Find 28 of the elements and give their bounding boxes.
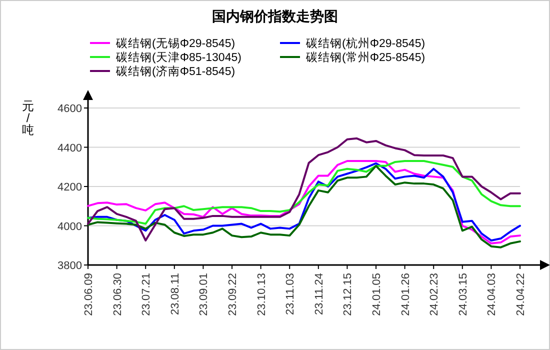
x-tick-label: 23.11.24 (313, 273, 326, 316)
legend-label: 碳结钢(济南Φ51-8545) (115, 64, 236, 78)
x-tick-label: 24.03.15 (457, 273, 470, 316)
x-tick-label: 23.06.30 (112, 273, 124, 316)
x-tick-label: 24.01.05 (371, 273, 383, 316)
y-tick-label: 3800 (58, 260, 82, 272)
x-tick-label: 23.12.15 (342, 273, 354, 316)
y-axis-title: 元/吨 (22, 99, 34, 137)
y-tick-label: 4200 (58, 182, 82, 194)
x-tick-label: 24.04.03 (486, 273, 498, 316)
chart-title: 国内钢价指数走势图 (212, 8, 338, 24)
x-tick-label: 23.06.09 (83, 273, 95, 316)
x-tick-label: 23.09.22 (227, 273, 239, 316)
y-tick-label: 4600 (58, 103, 82, 115)
legend-label: 碳结钢(天津Φ85-13045) (115, 51, 242, 64)
x-tick-label: 23.10.13 (256, 273, 268, 316)
x-tick-label: 24.04.22 (515, 273, 527, 316)
legend-label: 碳结钢(常州Φ25-8545) (305, 51, 426, 64)
x-tick-label: 24.01.26 (400, 273, 412, 316)
y-tick-label: 4400 (58, 142, 82, 154)
legend-label: 碳结钢(无锡Φ29-8545) (115, 37, 236, 50)
x-tick-label: 23.07.21 (140, 273, 153, 316)
x-tick-label: 23.08.11 (169, 273, 182, 316)
x-tick-label: 23.11.03 (284, 273, 297, 316)
x-tick-label: 24.02.23 (428, 273, 441, 316)
y-tick-label: 4000 (58, 220, 82, 233)
x-tick-label: 23.09.01 (198, 273, 210, 316)
legend-label: 碳结钢(杭州Φ29-8545) (305, 36, 426, 50)
